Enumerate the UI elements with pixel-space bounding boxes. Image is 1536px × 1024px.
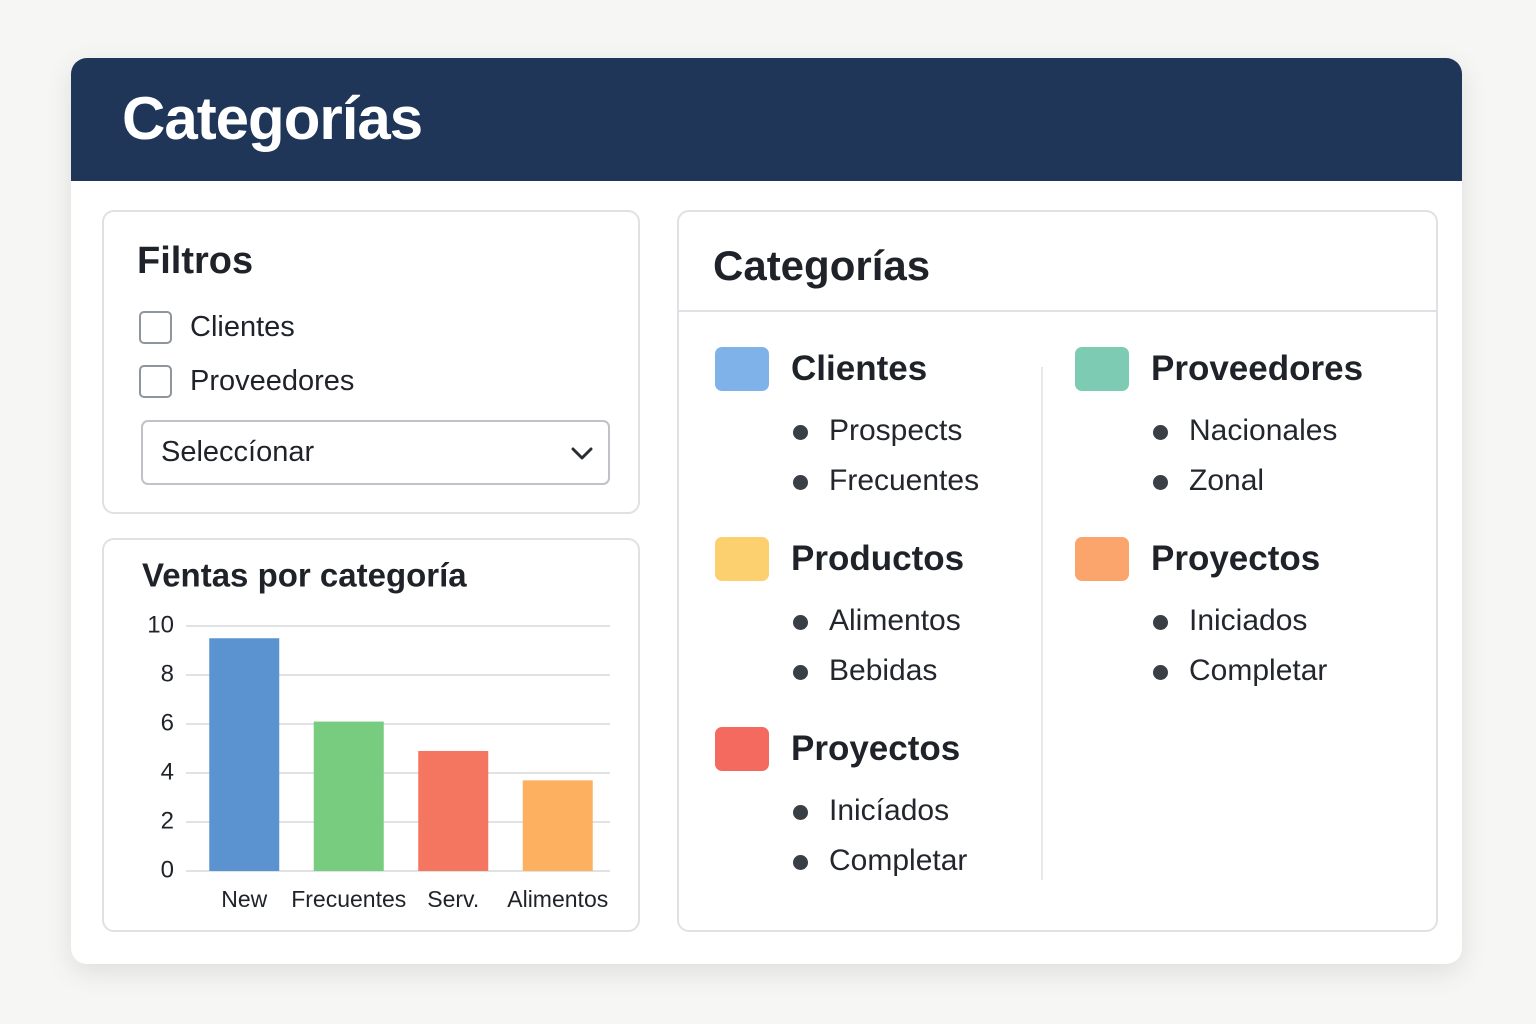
x-tick-label: Frecuentes [291,886,406,912]
swatch [1075,347,1129,391]
y-tick-label: 10 [147,611,174,638]
header-title: Categorías [122,85,423,152]
item: Iniciados [1189,604,1308,637]
categories-panel: Categorías Clientes Prospects Frecuentes Pr… [677,210,1438,932]
group-name: Proyectos [791,729,961,768]
bullet [793,615,808,630]
bar [313,721,384,871]
bullet [793,665,808,680]
item: Bebidas [829,654,938,687]
x-tick-label: Serv. [427,886,479,912]
bullet [793,855,808,870]
bullet [1153,665,1168,680]
bar [209,638,280,871]
item: Inicíados [829,794,950,827]
column-divider [1041,367,1043,880]
chart-title: Ventas por categoría [142,557,467,594]
categories-title: Categorías [713,242,931,289]
select[interactable]: Seleccíonar [141,420,610,485]
swatch [715,727,769,771]
x-tick-label: New [221,886,267,912]
y-tick-label: 4 [161,758,174,785]
bar [418,750,489,871]
swatch [715,347,769,391]
group-name: Productos [791,539,965,578]
chart-panel: Ventas por categoría 0 2 4 6 8 10 New Frecuente… [102,538,640,932]
filters-title: Filtros [137,240,254,282]
bullet [793,475,808,490]
checkbox[interactable] [139,311,172,344]
item: Nacionales [1189,414,1338,447]
header: Categorías [71,58,1462,181]
divider [679,310,1436,312]
item: Frecuentes [829,464,980,497]
checkbox-label: Clientes [190,311,295,343]
item: Zonal [1189,464,1265,497]
chart: Ventas por categoría 0 2 4 6 8 10 New Frecuente… [142,557,610,912]
group-name: Clientes [791,349,928,388]
checkbox-label: Proveedores [190,365,355,397]
y-tick-label: 0 [161,856,174,883]
item: Completar [829,844,968,877]
swatch [715,537,769,581]
chevron [571,447,593,460]
checkbox[interactable] [139,365,172,398]
item: Alimentos [829,604,961,637]
item: Completar [1189,654,1328,687]
item: Prospects [829,414,963,447]
swatch [1075,537,1129,581]
filters-panel: Filtros Seleccíonar Clientes Proveedores [102,210,640,514]
bullet [1153,615,1168,630]
card: Categorías Filtros Seleccíonar Clientes P… [71,58,1462,964]
bullet [1153,425,1168,440]
y-tick-label: 2 [161,807,174,834]
y-tick-label: 6 [161,709,174,736]
bullet [793,805,808,820]
bullet [793,425,808,440]
select-text: Seleccíonar [161,436,315,468]
y-tick-label: 8 [161,660,174,687]
bullet [1153,475,1168,490]
group-name: Proveedores [1151,349,1364,388]
bar [522,780,593,871]
group-name: Proyectos [1151,539,1321,578]
x-tick-label: Alimentos [507,886,608,912]
